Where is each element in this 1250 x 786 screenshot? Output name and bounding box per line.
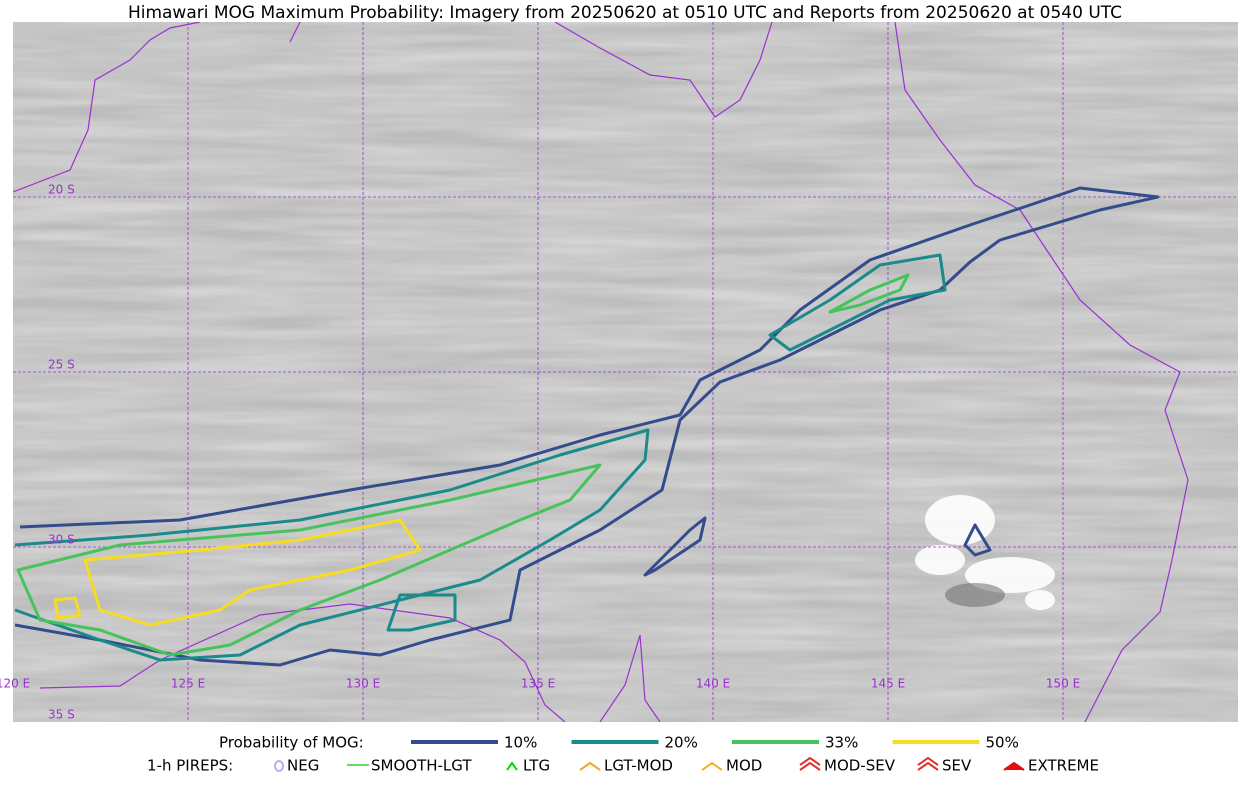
icon-shape bbox=[701, 761, 723, 771]
pirep-icon bbox=[701, 761, 723, 771]
icon-shape bbox=[506, 761, 518, 771]
pirep-icon bbox=[799, 756, 821, 771]
pirep-icon bbox=[917, 756, 939, 771]
legend-label: SEV bbox=[942, 757, 972, 775]
title: Himawari MOG Maximum Probability: Imager… bbox=[128, 3, 1122, 23]
pirep-icon bbox=[1003, 761, 1025, 771]
contour-10 bbox=[643, 516, 707, 577]
longitude-label: 150 E bbox=[1046, 677, 1080, 691]
legend-label: 20% bbox=[665, 734, 698, 752]
icon-shape bbox=[917, 761, 939, 771]
icon-shape bbox=[274, 760, 284, 772]
icon-shape bbox=[917, 756, 939, 766]
map bbox=[13, 22, 1238, 722]
legend-label: MOD-SEV bbox=[824, 757, 896, 775]
contour-50 bbox=[53, 596, 82, 620]
legend-label: LTG bbox=[523, 757, 550, 775]
longitude-label: 125 E bbox=[171, 677, 205, 691]
legend-label: LGT-MOD bbox=[604, 757, 673, 775]
icon-shape bbox=[579, 761, 601, 771]
latitude-label: 30 S bbox=[48, 533, 75, 547]
contour-20 bbox=[768, 253, 947, 352]
longitude-label: 140 E bbox=[696, 677, 730, 691]
icon-shape bbox=[799, 756, 821, 766]
clouds bbox=[915, 495, 1055, 610]
legend-label: 10% bbox=[504, 734, 537, 752]
legend-label: MOD bbox=[726, 757, 762, 775]
contour-20 bbox=[14, 428, 650, 662]
pirep-icon bbox=[274, 760, 284, 772]
longitude-label: 145 E bbox=[871, 677, 905, 691]
longitude-label: 135 E bbox=[521, 677, 555, 691]
legend-pireps-label: 1-h PIREPS: bbox=[147, 757, 233, 775]
contours bbox=[14, 186, 1160, 667]
contour-10 bbox=[14, 186, 1160, 667]
legend-label: NEG bbox=[287, 757, 319, 775]
contour-33 bbox=[16, 463, 602, 657]
legend-label: EXTREME bbox=[1028, 757, 1099, 775]
legend-label: SMOOTH-LGT bbox=[371, 757, 472, 775]
contour-20 bbox=[386, 593, 457, 632]
coastlines bbox=[13, 22, 1189, 722]
latitude-label: 20 S bbox=[48, 183, 75, 197]
latitude-label: 35 S bbox=[48, 708, 75, 722]
icon-shape bbox=[799, 761, 821, 771]
icon-shape bbox=[1003, 761, 1025, 771]
contour-33 bbox=[828, 273, 910, 314]
latitude-label: 25 S bbox=[48, 358, 75, 372]
legend-label: 50% bbox=[986, 734, 1019, 752]
contour-10 bbox=[963, 523, 992, 557]
contour-50 bbox=[83, 518, 422, 627]
pirep-icon bbox=[579, 761, 601, 771]
legend-label: 33% bbox=[825, 734, 858, 752]
pirep-icon bbox=[506, 761, 518, 771]
legend-probability-label: Probability of MOG: bbox=[219, 734, 364, 752]
longitude-label: 130 E bbox=[346, 677, 380, 691]
longitude-label: 120 E bbox=[0, 677, 30, 691]
